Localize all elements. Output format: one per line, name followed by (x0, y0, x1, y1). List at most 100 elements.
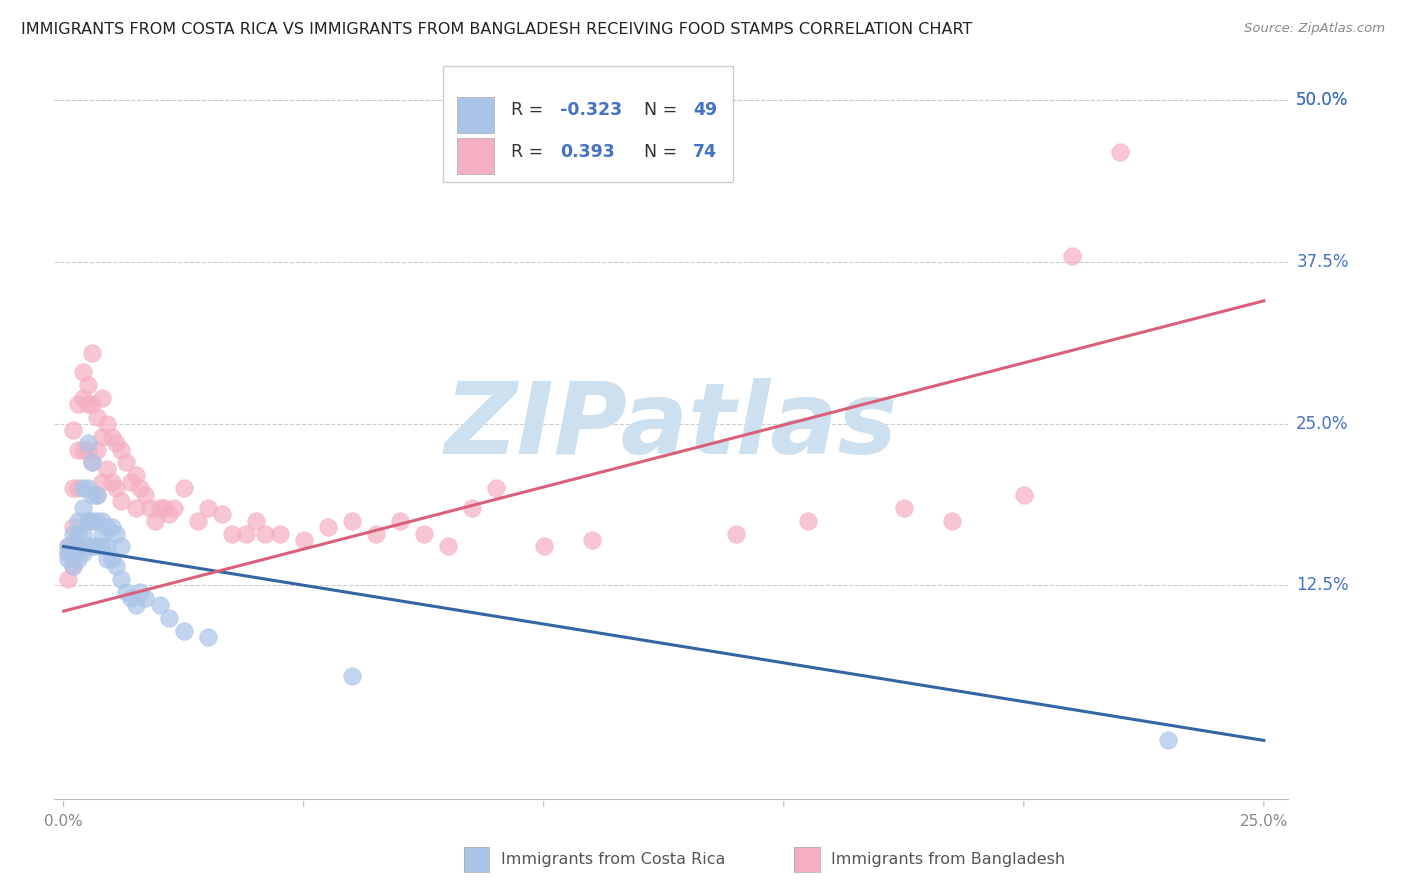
Point (100, 520, 122, 534)
Point (235, 526, 257, 541)
Point (292, 533, 315, 547)
Point (66, 442, 89, 457)
Text: N =: N = (644, 143, 682, 161)
Point (62, 558, 84, 573)
Text: Source: ZipAtlas.com: Source: ZipAtlas.com (1244, 22, 1385, 36)
Point (460, 500, 482, 515)
Point (115, 584, 138, 599)
Point (86, 488, 108, 502)
Point (100, 552, 122, 566)
Point (76, 442, 98, 457)
Point (72, 365, 94, 379)
Point (254, 526, 277, 541)
Point (62, 481, 84, 495)
Point (82, 455, 104, 469)
Point (797, 514, 820, 528)
Point (62, 520, 84, 534)
Text: 12.5%: 12.5% (1296, 576, 1348, 594)
Point (76, 397, 98, 411)
Point (100, 429, 122, 443)
Point (66, 540, 89, 554)
Text: 50.0%: 50.0% (1296, 91, 1348, 110)
Point (82, 455, 104, 469)
Point (58, 540, 80, 554)
Point (86, 540, 108, 554)
Point (72, 442, 94, 457)
Text: 50.0%: 50.0% (1296, 91, 1348, 110)
Point (110, 540, 132, 554)
Point (105, 558, 128, 573)
Point (197, 630, 219, 644)
Point (129, 481, 152, 495)
Point (197, 500, 219, 515)
Point (149, 598, 172, 612)
Point (157, 610, 180, 624)
Point (58, 552, 80, 566)
Point (62, 526, 84, 541)
Point (134, 591, 156, 606)
Point (72, 526, 94, 541)
Point (62, 540, 84, 554)
Point (82, 514, 104, 528)
Text: 0.0%: 0.0% (44, 814, 83, 830)
Point (124, 468, 146, 483)
Point (129, 584, 152, 599)
Text: 0.393: 0.393 (560, 143, 614, 161)
Point (91, 540, 114, 554)
Point (1157, 733, 1180, 747)
Point (120, 475, 142, 489)
Point (76, 377, 98, 392)
Point (72, 391, 94, 405)
Point (221, 526, 243, 541)
Point (149, 500, 172, 515)
Point (91, 514, 114, 528)
Point (115, 455, 138, 469)
Point (105, 526, 128, 541)
Point (76, 436, 98, 450)
Text: 74: 74 (693, 143, 717, 161)
Point (96, 552, 118, 566)
Point (105, 481, 128, 495)
Text: IMMIGRANTS FROM COSTA RICA VS IMMIGRANTS FROM BANGLADESH RECEIVING FOOD STAMPS C: IMMIGRANTS FROM COSTA RICA VS IMMIGRANTS… (21, 22, 973, 37)
Point (110, 442, 132, 457)
Point (724, 526, 747, 541)
Point (893, 500, 915, 515)
Point (100, 475, 122, 489)
Point (76, 540, 98, 554)
Text: 25.0%: 25.0% (1240, 814, 1288, 830)
Point (58, 540, 80, 554)
Point (436, 540, 458, 554)
Point (66, 397, 89, 411)
Point (66, 540, 89, 554)
Text: 37.5%: 37.5% (1296, 253, 1348, 271)
Point (82, 397, 104, 411)
Point (91, 475, 114, 489)
Point (187, 514, 209, 528)
Point (388, 514, 411, 528)
Point (1108, 145, 1130, 160)
Point (72, 500, 94, 515)
Point (316, 520, 339, 534)
Point (245, 514, 267, 528)
Point (58, 572, 80, 586)
Point (110, 494, 132, 508)
Point (82, 540, 104, 554)
Point (66, 552, 89, 566)
Point (72, 481, 94, 495)
Point (76, 514, 98, 528)
Point (134, 488, 156, 502)
Point (62, 423, 84, 437)
Text: Immigrants from Bangladesh: Immigrants from Bangladesh (831, 853, 1066, 867)
Point (120, 591, 142, 606)
Point (58, 546, 80, 560)
Text: -0.323: -0.323 (560, 101, 621, 120)
Point (76, 481, 98, 495)
Point (124, 500, 146, 515)
Point (173, 624, 195, 638)
Point (86, 442, 108, 457)
Point (485, 481, 508, 495)
Bar (457, 138, 495, 174)
Point (62, 546, 84, 560)
Point (82, 345, 104, 359)
Point (86, 488, 108, 502)
